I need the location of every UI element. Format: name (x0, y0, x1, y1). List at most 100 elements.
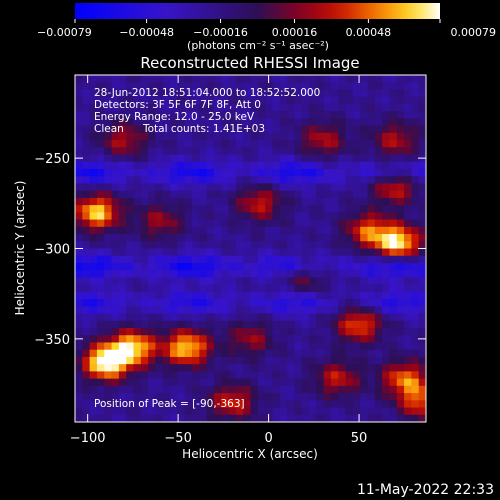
heatmap-cell (374, 219, 383, 228)
heatmap-cell (199, 414, 208, 422)
heatmap-cell (89, 197, 98, 206)
heatmap-cell (75, 284, 83, 293)
heatmap-cell (389, 393, 398, 401)
heatmap-cell (75, 291, 83, 300)
heatmap-cell (89, 320, 98, 329)
heatmap-cell (404, 378, 412, 387)
heatmap-cell (316, 219, 325, 228)
heatmap-cell (177, 393, 186, 401)
heatmap-cell (257, 342, 266, 351)
heatmap-cell (374, 414, 383, 422)
heatmap-cell (213, 75, 222, 83)
heatmap-cell (199, 219, 208, 228)
heatmap-cell (418, 414, 426, 422)
heatmap-cell (382, 284, 390, 293)
heatmap-cell (228, 89, 237, 98)
heatmap-cell (206, 407, 215, 416)
heatmap-cell (192, 400, 200, 408)
heatmap-cell (235, 147, 244, 155)
heatmap-cell (155, 125, 164, 134)
heatmap-cell (323, 291, 332, 300)
heatmap-cell (221, 385, 229, 394)
heatmap-cell (250, 219, 259, 228)
heatmap-cell (250, 212, 259, 220)
heatmap-cell (323, 140, 332, 148)
heatmap-cell (162, 125, 171, 134)
heatmap-cell (184, 407, 193, 416)
heatmap-cell (213, 378, 222, 387)
heatmap-cell (192, 197, 200, 206)
heatmap-cell (352, 255, 361, 264)
heatmap-cell (389, 111, 398, 119)
heatmap-cell (279, 226, 288, 235)
heatmap-cell (235, 400, 244, 408)
heatmap-cell (396, 183, 405, 192)
heatmap-cell (338, 118, 346, 127)
heatmap-cell (155, 299, 164, 307)
heatmap-cell (170, 349, 178, 358)
heatmap-cell (250, 291, 259, 300)
heatmap-cell (287, 197, 295, 206)
heatmap-cell (199, 299, 208, 307)
heatmap-cell (118, 154, 127, 163)
heatmap-cell (192, 356, 200, 365)
heatmap-cell (418, 248, 426, 257)
heatmap-cell (133, 241, 142, 249)
heatmap-cell (418, 328, 426, 336)
heatmap-cell (389, 328, 398, 336)
heatmap-cell (301, 393, 310, 401)
heatmap-cell (367, 248, 376, 257)
heatmap-cell (155, 89, 164, 98)
heatmap-cell (75, 82, 83, 90)
heatmap-cell (118, 147, 127, 155)
heatmap-cell (389, 364, 398, 372)
heatmap-cell (323, 132, 332, 141)
heatmap-cell (272, 183, 281, 192)
heatmap-cell (89, 241, 98, 249)
heatmap-cell (279, 320, 288, 329)
heatmap-cell (206, 262, 215, 271)
heatmap-cell (235, 140, 244, 148)
heatmap-cell (243, 176, 251, 184)
heatmap-cell (82, 219, 91, 228)
heatmap-cell (374, 400, 383, 408)
heatmap-cell (96, 147, 105, 155)
heatmap-cell (382, 306, 390, 314)
heatmap-cell (82, 291, 91, 300)
heatmap-cell (404, 371, 412, 380)
heatmap-cell (111, 241, 120, 249)
heatmap-cell (309, 306, 317, 314)
heatmap-cell (272, 407, 281, 416)
heatmap-cell (257, 291, 266, 300)
heatmap-cell (330, 234, 339, 242)
heatmap-cell (177, 328, 186, 336)
heatmap-cell (192, 176, 200, 184)
heatmap-cell (396, 407, 405, 416)
heatmap-cell (111, 385, 120, 394)
heatmap-cell (192, 393, 200, 401)
heatmap-cell (96, 385, 105, 394)
heatmap-cell (228, 255, 237, 264)
heatmap-cell (133, 335, 142, 343)
heatmap-cell (140, 407, 149, 416)
heatmap-cell (389, 248, 398, 257)
heatmap-cell (287, 176, 295, 184)
heatmap-cell (345, 140, 354, 148)
heatmap-cell (294, 132, 303, 141)
heatmap-cell (265, 125, 273, 134)
heatmap-cell (184, 255, 193, 264)
heatmap-cell (118, 111, 127, 119)
heatmap-cell (184, 400, 193, 408)
heatmap-cell (89, 75, 98, 83)
heatmap-cell (301, 212, 310, 220)
heatmap-cell (133, 299, 142, 307)
heatmap-cell (367, 284, 376, 293)
heatmap-cell (104, 385, 112, 394)
heatmap-cell (75, 342, 83, 351)
heatmap-cell (148, 147, 156, 155)
heatmap-cell (272, 147, 281, 155)
heatmap-cell (140, 378, 149, 387)
heatmap-cell (104, 400, 112, 408)
heatmap-cell (389, 234, 398, 242)
